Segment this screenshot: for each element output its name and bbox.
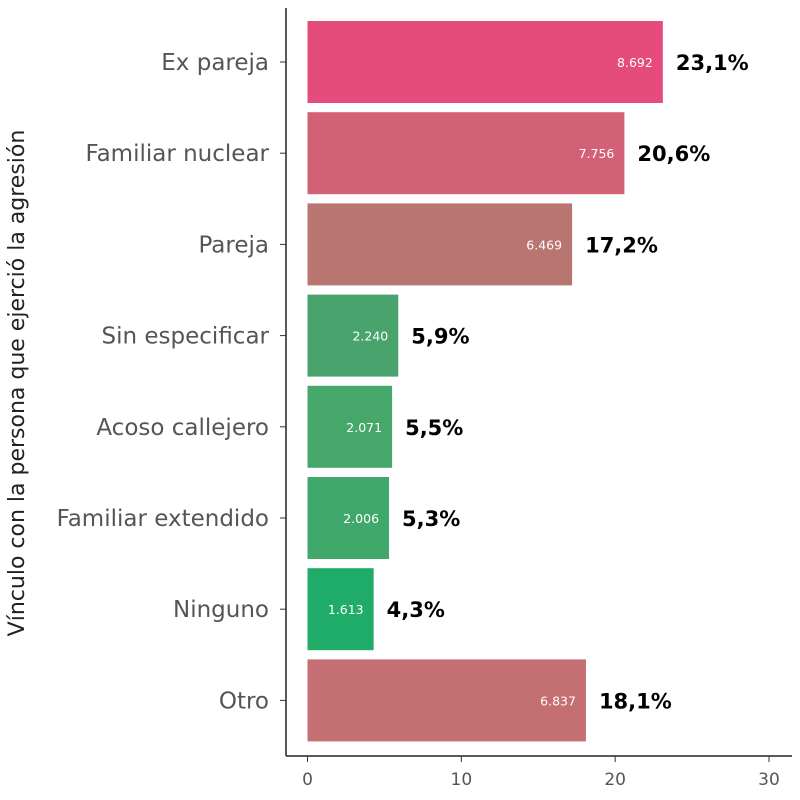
percent-label-2: 17,2% xyxy=(585,233,658,257)
category-label-7: Otro xyxy=(219,688,269,714)
bar-0 xyxy=(307,21,663,103)
percent-label-7: 18,1% xyxy=(599,689,672,713)
bar-4 xyxy=(307,385,393,468)
count-label-6: 1.613 xyxy=(328,602,364,617)
percent-label-1: 20,6% xyxy=(637,142,710,166)
category-label-3: Sin especificar xyxy=(102,324,270,350)
percent-label-0: 23,1% xyxy=(676,51,749,75)
category-label-5: Familiar extendido xyxy=(57,506,269,532)
bar-1 xyxy=(307,112,625,195)
x-axis-ticks: 0 10 20 30 xyxy=(302,756,780,790)
count-label-7: 6.837 xyxy=(540,693,576,708)
x-tick-label-0: 0 xyxy=(302,770,313,790)
bar-5 xyxy=(307,477,390,559)
category-label-4: Acoso callejero xyxy=(96,415,269,441)
x-tick-label-1: 10 xyxy=(451,770,473,790)
x-tick-label-2: 20 xyxy=(604,770,626,790)
percent-label-5: 5,3% xyxy=(402,507,460,531)
count-label-5: 2.006 xyxy=(343,511,379,526)
bar-2 xyxy=(307,203,573,286)
y-axis-title: Vínculo con la persona que ejerció la ag… xyxy=(5,130,30,637)
percent-label-3: 5,9% xyxy=(411,325,469,349)
count-label-2: 6.469 xyxy=(526,237,562,252)
bar-6 xyxy=(307,568,374,651)
percent-label-4: 5,5% xyxy=(405,416,463,440)
count-label-1: 7.756 xyxy=(579,146,615,161)
count-label-3: 2.240 xyxy=(352,329,388,344)
category-label-6: Ninguno xyxy=(173,597,269,623)
x-tick-label-3: 30 xyxy=(758,770,780,790)
percent-label-6: 4,3% xyxy=(387,598,445,622)
category-label-1: Familiar nuclear xyxy=(85,141,269,167)
category-label-0: Ex pareja xyxy=(161,50,269,76)
count-label-0: 8.692 xyxy=(617,55,653,70)
bars-layer: 8.692 23,1% 7.756 20,6% 6.469 17,2% 2.240 5,9% 2… xyxy=(307,21,749,742)
bar-3 xyxy=(307,294,399,377)
category-label-2: Pareja xyxy=(198,232,269,258)
count-label-4: 2.071 xyxy=(346,420,382,435)
bar-7 xyxy=(307,659,586,742)
